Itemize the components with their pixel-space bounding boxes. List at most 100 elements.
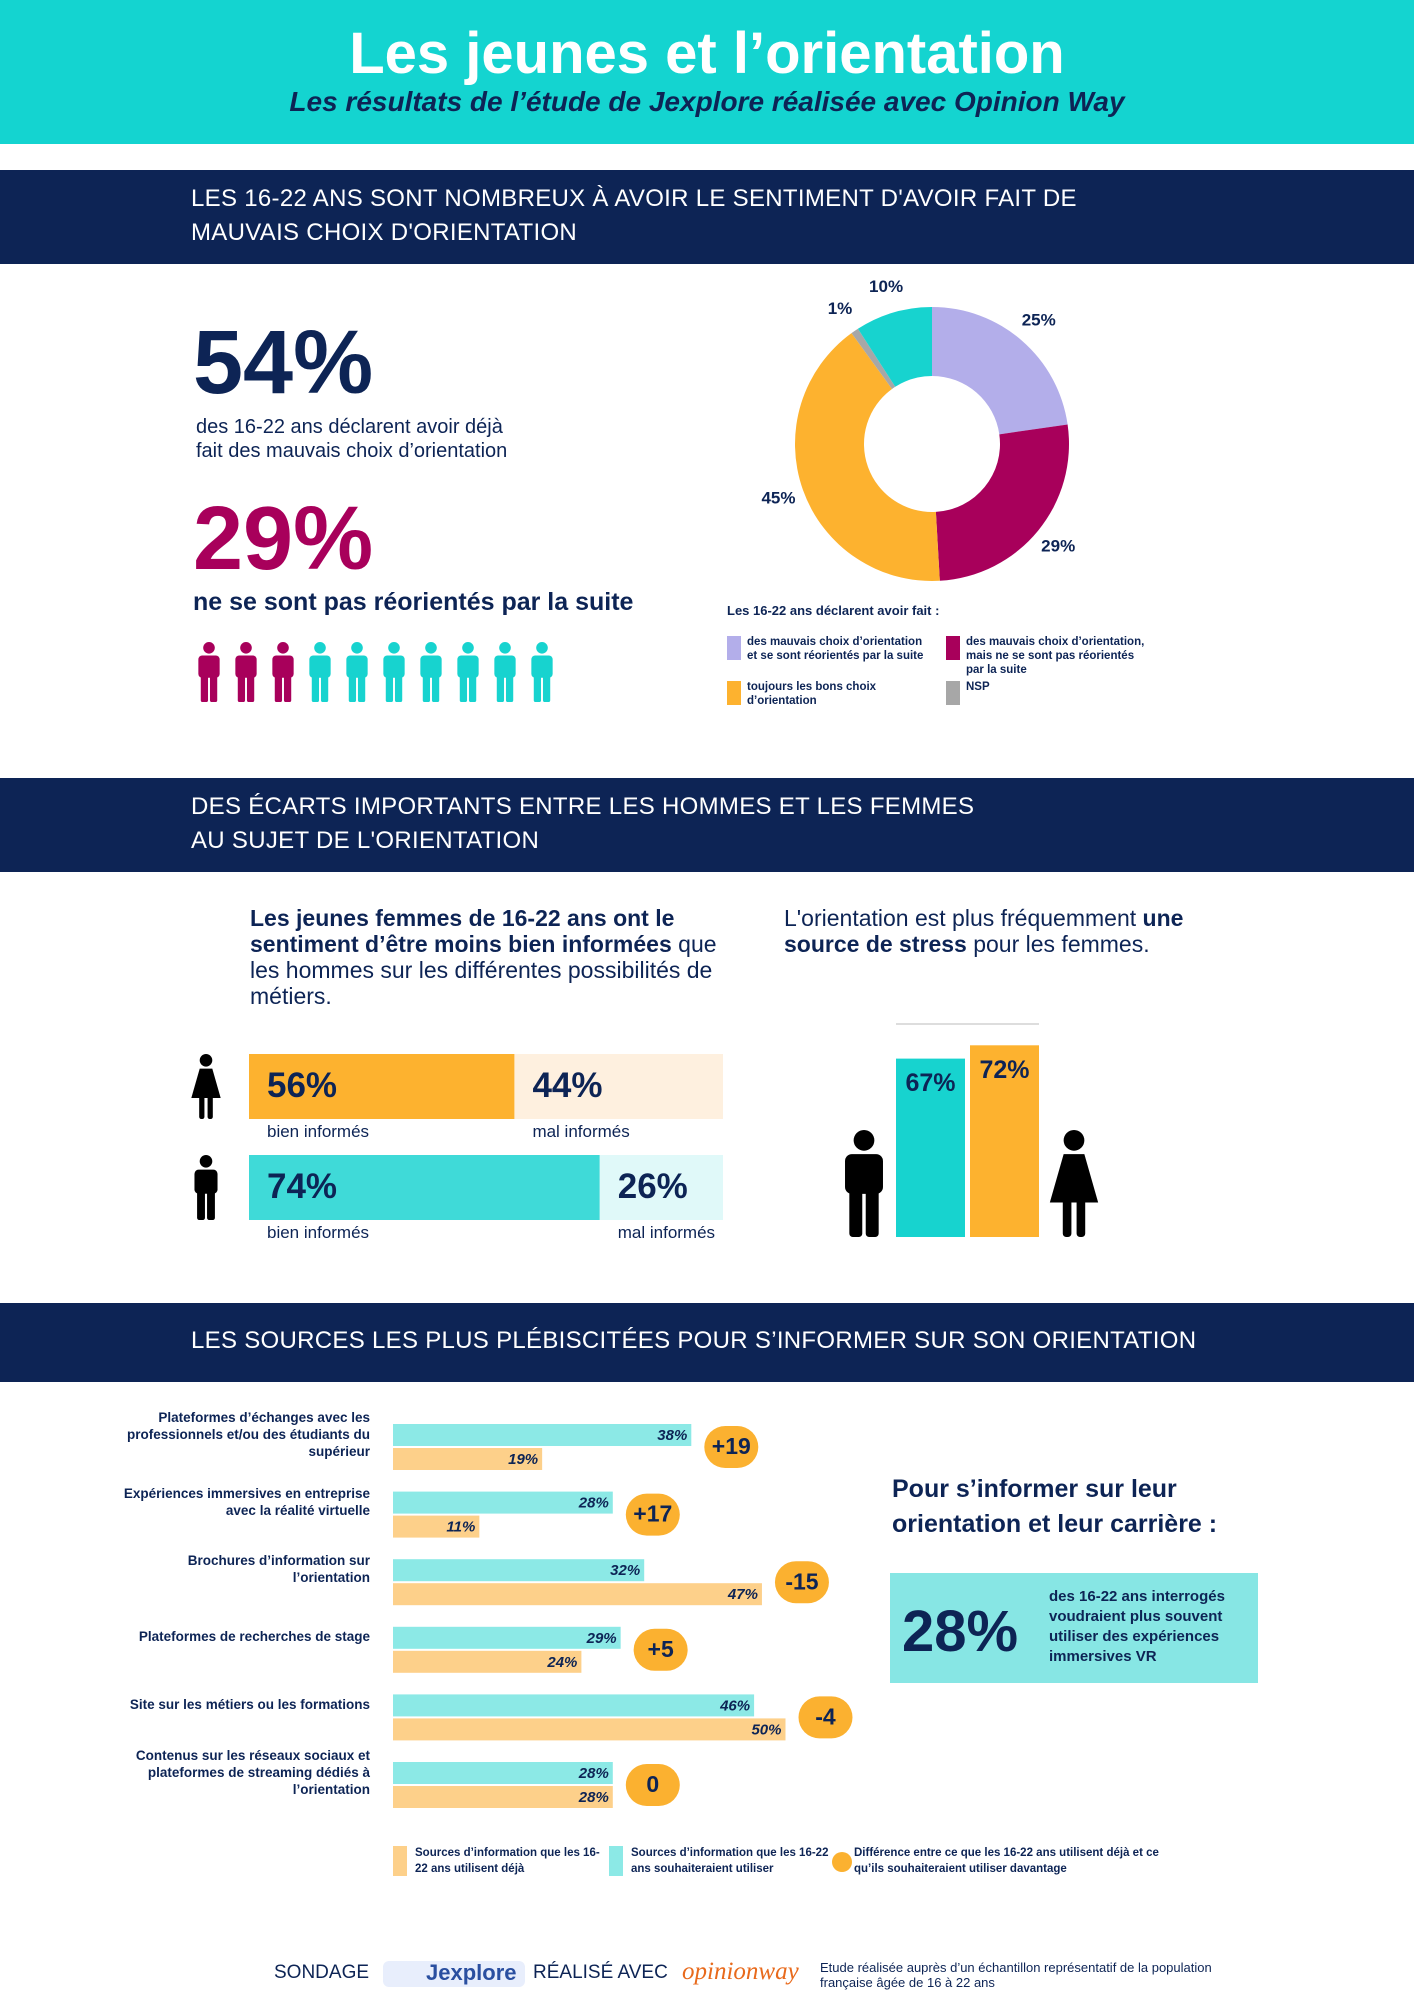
legend-swatch [727, 636, 741, 660]
difference-badge [625, 1764, 680, 1806]
stat-value: 54% [193, 313, 374, 413]
slice-label: 29% [1041, 537, 1075, 556]
value-label: 46% [719, 1697, 750, 1714]
person-icon [235, 642, 257, 702]
stat-text: ne se sont pas réorientés par la suite [193, 588, 634, 616]
stat-value: 29% [193, 489, 374, 589]
pie-slice [851, 328, 896, 389]
intro-bold: Les jeunes femmes de 16-22 ans ont le se… [250, 905, 675, 957]
difference-badge [633, 1628, 688, 1671]
person-icon [383, 642, 405, 702]
value-label: 28% [578, 1495, 609, 1512]
side-text: des 16-22 ans interrogés voudraient plus… [1049, 1588, 1225, 1665]
legend-swatch [727, 681, 741, 705]
bar-segment [249, 1155, 600, 1220]
intro-text: L'orientation est plus fréquemment une s… [784, 905, 1254, 957]
section-heading: DES ÉCARTS IMPORTANTS ENTRE LES HOMMES E… [191, 793, 975, 820]
intro-rest: L'orientation est plus fréquemment [784, 905, 1137, 931]
person-icon [845, 1130, 883, 1237]
value-label: 28% [578, 1765, 609, 1782]
legend-swatch [609, 1846, 623, 1876]
footer-partner: opinionway [682, 1958, 799, 1985]
bar [970, 1045, 1039, 1237]
header-band [0, 0, 1414, 144]
person-icon [457, 642, 479, 702]
intro-rest: que les hommes sur les différentes possi… [250, 931, 717, 1009]
difference-label: +5 [648, 1636, 674, 1662]
footer-text: SONDAGE [274, 1962, 370, 1983]
bar [393, 1424, 692, 1446]
value-label: 19% [508, 1451, 538, 1468]
person-icon [1049, 1130, 1099, 1237]
person-icon [346, 642, 368, 702]
side-box [890, 1573, 1258, 1683]
intro-text: Les jeunes femmes de 16-22 ans ont le se… [250, 905, 720, 1009]
bar [393, 1626, 621, 1649]
legend-swatch [393, 1846, 407, 1876]
bar [393, 1515, 480, 1538]
section-band [0, 1303, 1414, 1382]
intro-rest: pour les femmes. [973, 931, 1150, 957]
bar-segment [249, 1054, 515, 1119]
value-label: 56% [267, 1066, 338, 1105]
category-label: Plateformes d’échanges avec les professi… [126, 1409, 370, 1459]
legend-label: toujours les bons choix d’orientation [747, 681, 877, 707]
legend-label: Sources d’information que les 16-22 ans … [631, 1847, 829, 1875]
legend-swatch [946, 636, 960, 660]
bar [393, 1762, 613, 1784]
value-label: 47% [727, 1586, 758, 1603]
side-value: 28% [902, 1599, 1019, 1664]
slice-label: 45% [761, 488, 795, 507]
value-label: 44% [532, 1066, 603, 1105]
section-band [0, 170, 1414, 264]
legend-label: Différence entre ce que les 16-22 ans ut… [854, 1847, 1159, 1875]
pie-slice [935, 424, 1070, 581]
category-label: Brochures d’information sur l’orientatio… [187, 1553, 370, 1586]
category-label: Contenus sur les réseaux sociaux et plat… [135, 1747, 370, 1797]
value-label: 74% [267, 1167, 338, 1206]
intro-bold: une source de stress [784, 905, 1184, 957]
bar [393, 1559, 645, 1582]
footer-note: Etude réalisée auprès d’un échantillon r… [820, 1960, 1212, 1990]
bar [393, 1786, 613, 1808]
difference-label: -15 [785, 1568, 818, 1594]
value-label: 11% [446, 1519, 475, 1536]
person-icon [191, 1054, 221, 1119]
value-label: 67% [905, 1069, 955, 1097]
bar [393, 1650, 582, 1673]
bar [896, 1058, 965, 1237]
section-band [0, 778, 1414, 872]
difference-badge [798, 1696, 853, 1739]
bar [393, 1491, 613, 1514]
value-label: 32% [610, 1562, 640, 1579]
value-label: 38% [657, 1427, 687, 1444]
subtitle: Les résultats de l’étude de Jexplore réa… [289, 86, 1125, 117]
person-icon [272, 642, 294, 702]
value-label: 72% [979, 1056, 1029, 1084]
category-label: Expériences immersives en entreprise ave… [123, 1485, 370, 1518]
side-title: Pour s’informer sur leur orientation et … [892, 1475, 1218, 1538]
segment-label: mal informés [532, 1122, 630, 1141]
legend-label: des mauvais choix d’orientation, mais ne… [966, 636, 1145, 676]
difference-label: -4 [815, 1703, 836, 1729]
legend-label: Sources d’information que les 16-22 ans … [415, 1847, 600, 1875]
section-heading: AU SUJET DE L'ORIENTATION [191, 827, 540, 854]
section-heading: LES 16-22 ANS SONT NOMBREUX À AVOIR LE S… [191, 185, 1077, 212]
bar [393, 1583, 762, 1606]
pie-slice [795, 333, 940, 581]
stat-text: des 16-22 ans déclarent avoir déjà [196, 416, 503, 438]
stat-text: fait des mauvais choix d’orientation [196, 440, 508, 462]
person-icon [198, 642, 220, 702]
value-label: 50% [751, 1721, 781, 1738]
pie-slice [857, 307, 932, 387]
difference-label: +19 [712, 1433, 751, 1459]
value-label: 24% [546, 1654, 577, 1671]
difference-badge [774, 1561, 829, 1604]
person-icon [494, 642, 516, 702]
segment-label: mal informés [617, 1223, 716, 1242]
category-label: Plateformes de recherches de stage [138, 1629, 370, 1645]
bar-segment [514, 1054, 723, 1119]
slice-label: 25% [1022, 310, 1056, 329]
person-icon [194, 1155, 218, 1220]
